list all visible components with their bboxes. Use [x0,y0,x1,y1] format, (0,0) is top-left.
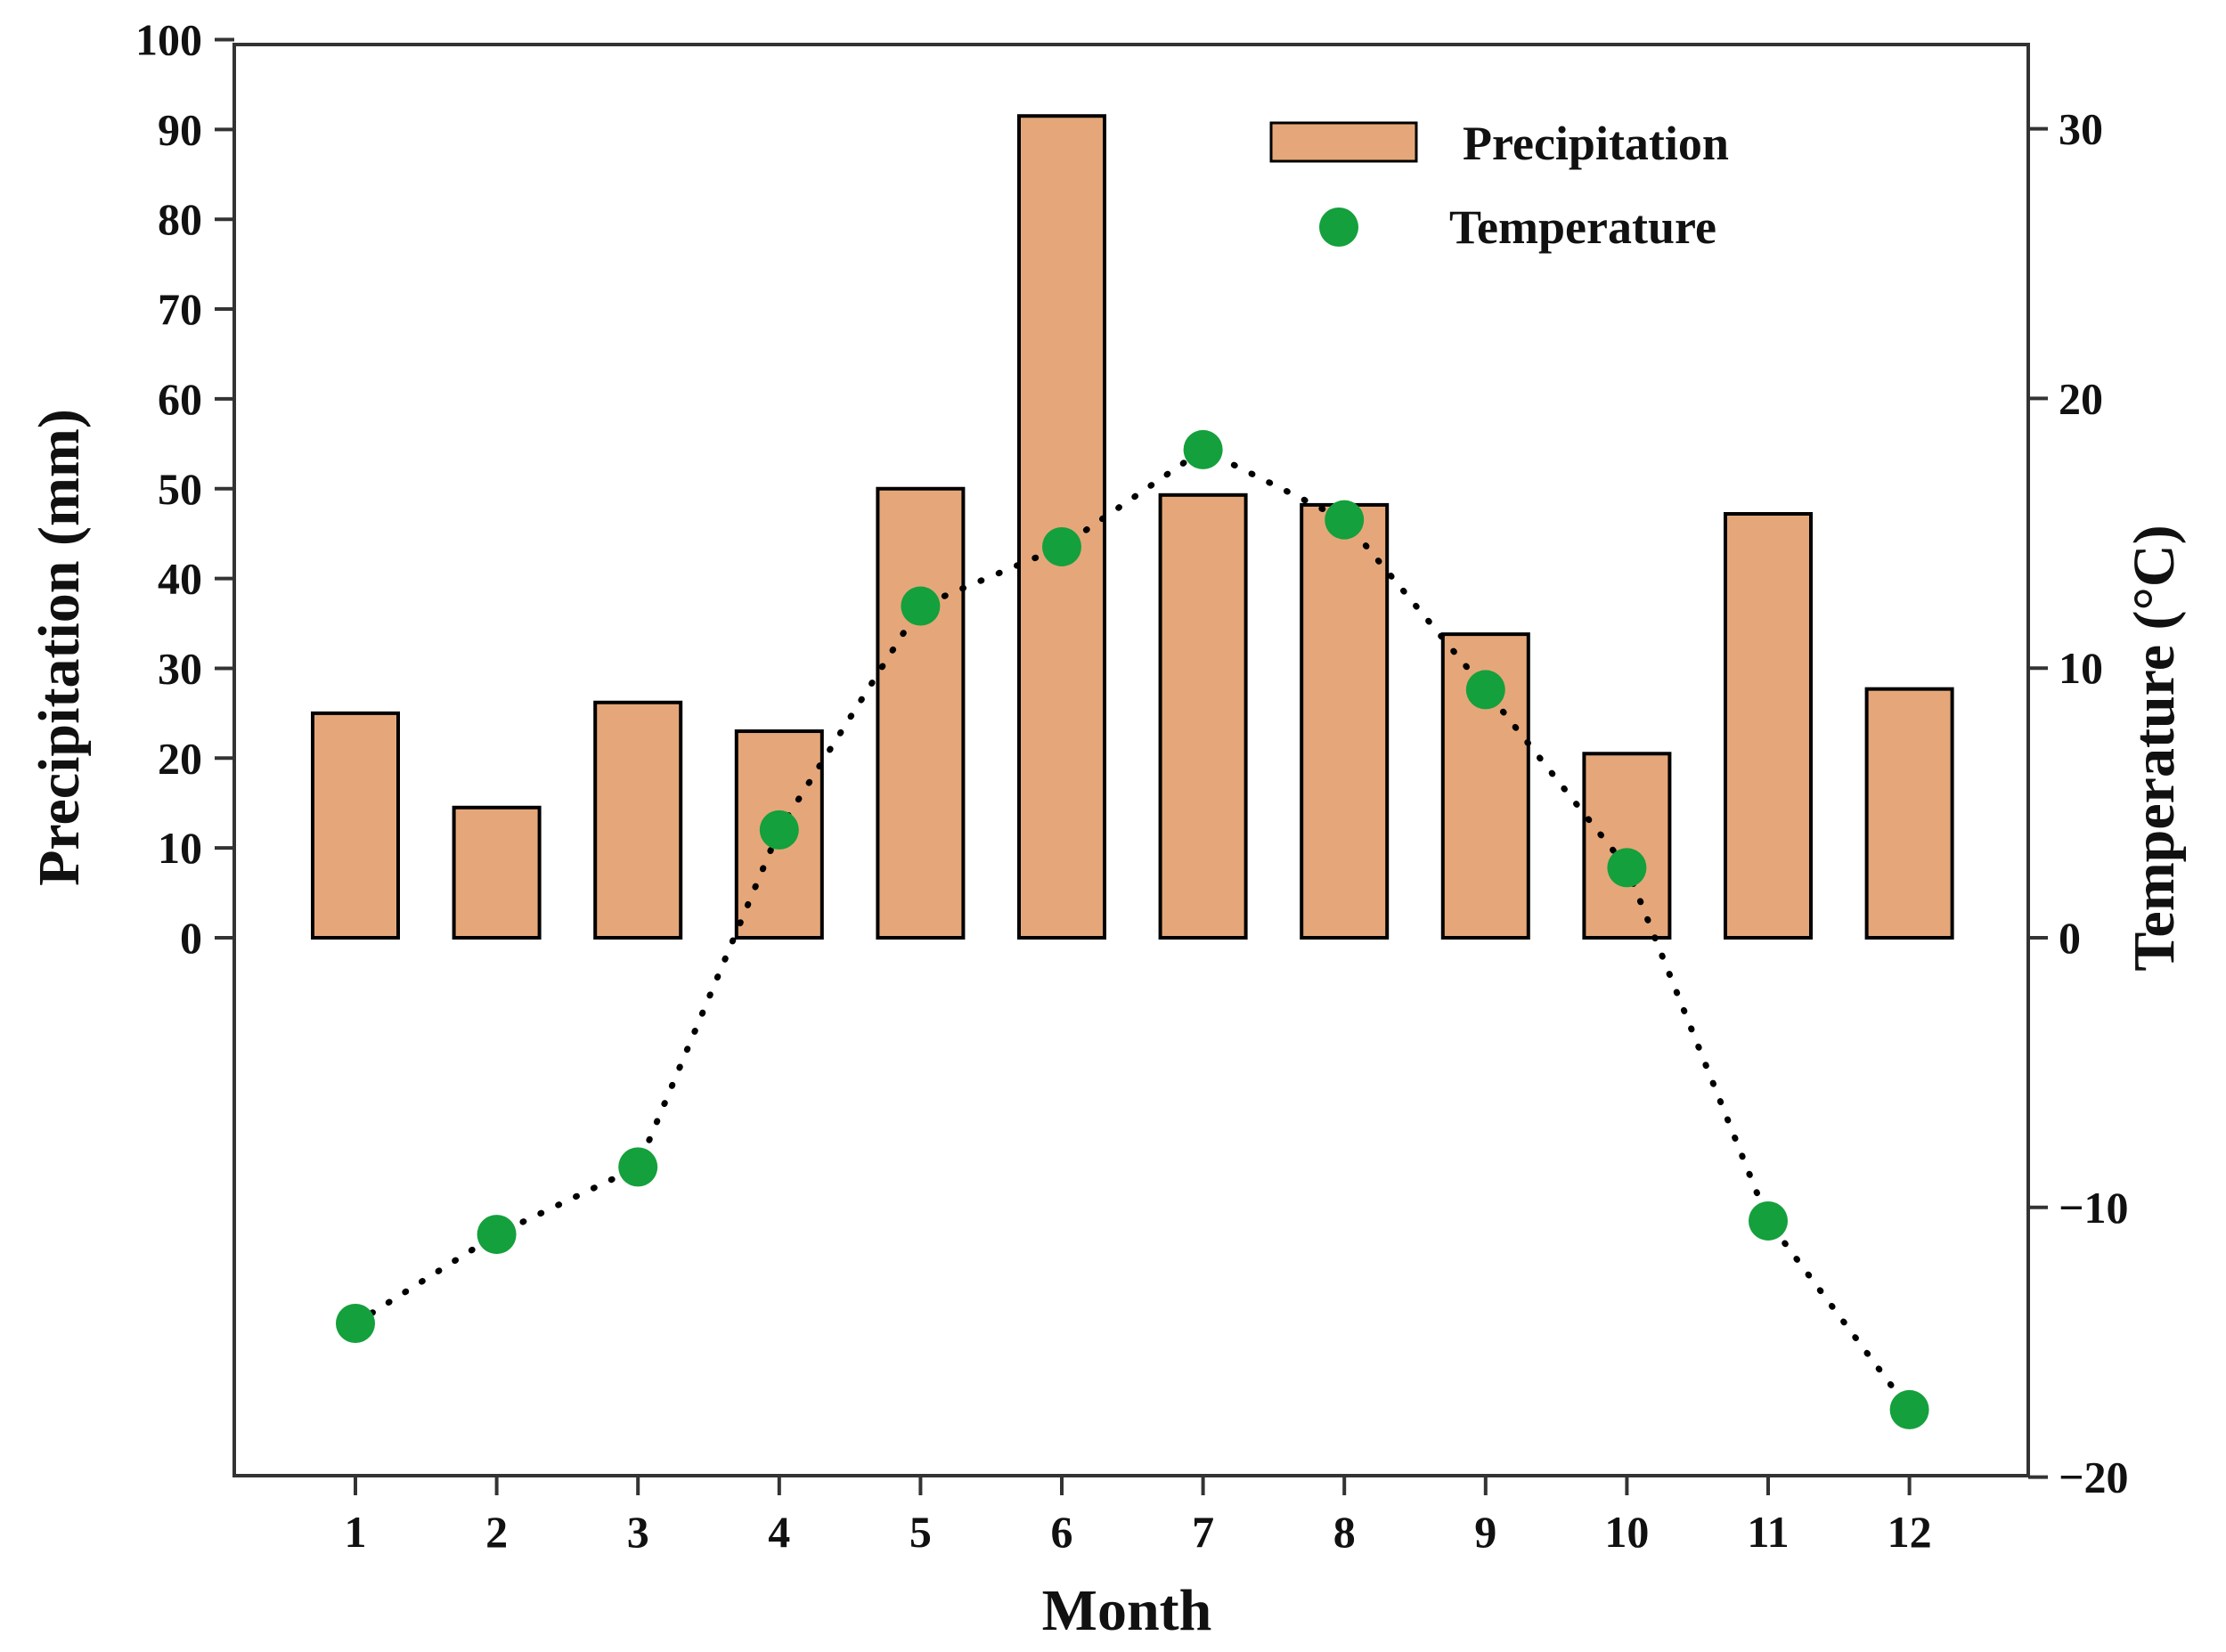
legend-precipitation-label: Precipitation [1463,117,1729,170]
left-tick-label: 50 [158,464,202,514]
x-tick-label: 10 [1604,1507,1649,1557]
temperature-point [618,1147,658,1187]
legend: Precipitation Temperature [1269,117,1729,254]
precipitation-bar [1724,511,1813,940]
temperature-point [1325,500,1365,540]
right-tick-label: 30 [2059,104,2103,154]
left-tick-label: 20 [158,733,202,783]
left-tick-label: 100 [135,15,202,65]
legend-temperature-dot [1319,208,1358,247]
x-axis-ticks: 1 2 3 4 5 6 7 8 9 10 11 12 [345,1476,1932,1557]
x-tick-label: 4 [768,1507,790,1557]
right-tick-label: 20 [2059,373,2103,423]
temperature-line [352,445,1913,1413]
legend-precipitation-swatch [1269,121,1418,163]
precipitation-bar [1158,492,1248,940]
x-tick-label: 8 [1333,1507,1356,1557]
right-tick-label: −20 [2059,1453,2129,1502]
temperature-point [1465,670,1505,710]
x-tick-label: 6 [1051,1507,1073,1557]
x-axis-title: Month [1042,1578,1212,1643]
left-tick-label: 80 [158,194,202,244]
left-tick-label: 90 [158,104,202,154]
temperature-point [1183,429,1223,469]
temperature-point [477,1215,517,1255]
plot-frame [232,43,2030,1477]
temperature-point [1889,1389,1929,1429]
temperature-point [1042,526,1081,566]
x-tick-label: 5 [909,1507,932,1557]
precipitation-bar [311,711,400,940]
legend-temperature-label: Temperature [1449,200,1716,254]
temperature-point [1749,1200,1788,1241]
left-tick-label: 30 [158,643,202,693]
temperature-points [336,429,1929,1429]
right-axis-ticks: −20 −10 0 10 20 30 [2028,104,2129,1502]
x-tick-label: 2 [485,1507,508,1557]
right-tick-label: −10 [2059,1183,2129,1233]
precipitation-bar [1300,502,1390,940]
temperature-point [901,586,941,626]
left-axis-title: Precipitation (mm) [27,409,92,886]
right-tick-label: 0 [2059,913,2081,963]
x-tick-label: 3 [627,1507,649,1557]
left-tick-label: 70 [158,284,202,334]
precipitation-bar [1017,114,1106,940]
left-tick-label: 60 [158,374,202,424]
precipitation-bars [311,114,1954,940]
left-tick-label: 0 [180,913,202,963]
x-tick-label: 11 [1747,1507,1789,1557]
left-tick-label: 10 [158,823,202,873]
temperature-point [336,1304,375,1344]
precipitation-bar [1582,752,1672,940]
x-tick-label: 7 [1192,1507,1214,1557]
precipitation-bar [876,486,966,940]
precipitation-bar [452,805,542,940]
temperature-point [1607,848,1647,888]
left-axis-ticks: 0 10 20 30 40 50 60 70 80 90 100 [135,15,234,963]
x-tick-label: 12 [1888,1507,1932,1557]
right-axis-title: Temperature (°C) [2122,525,2187,971]
x-tick-label: 1 [345,1507,367,1557]
precipitation-bar [1864,687,1954,940]
left-tick-label: 40 [158,554,202,604]
x-tick-label: 9 [1474,1507,1496,1557]
temperature-dotted-line [352,445,1913,1413]
precipitation-bar [593,700,683,940]
right-tick-label: 10 [2059,643,2103,693]
temperature-point [759,810,799,850]
